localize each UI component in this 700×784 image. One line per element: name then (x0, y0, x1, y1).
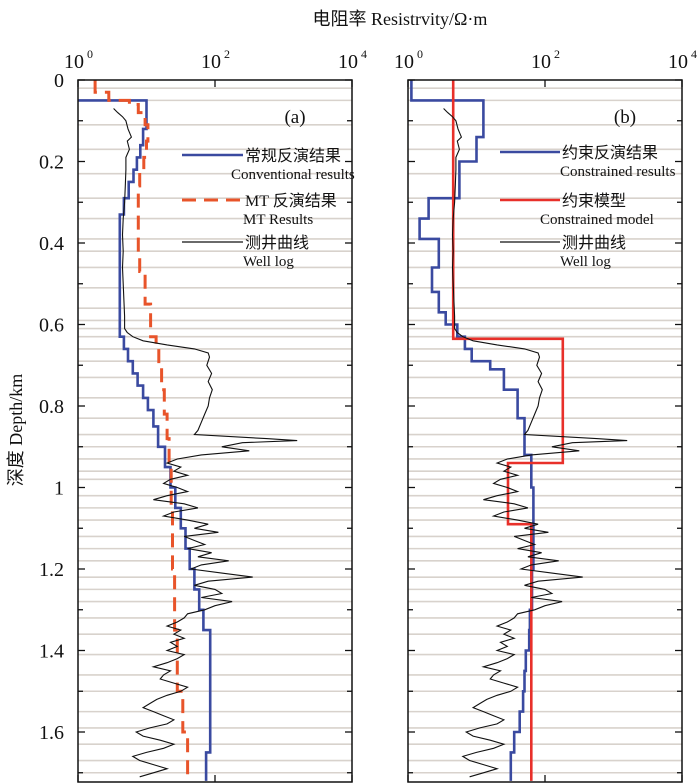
legend-label-en: Well log (243, 254, 294, 270)
legend-label-cn: 约束模型 (562, 192, 626, 210)
y-axis-title: 深度 Depth/km (6, 374, 26, 487)
y-tick-label: 0.4 (39, 233, 64, 255)
legend-label-en: Well log (560, 254, 611, 270)
legend-label-cn: 测井曲线 (245, 234, 309, 252)
y-tick-label: 1 (54, 478, 64, 500)
legend-label-en: Conventional results (231, 167, 355, 183)
series-well-log (443, 108, 628, 778)
y-tick-label: 1.4 (39, 641, 64, 663)
legend-label-cn: 测井曲线 (562, 234, 626, 252)
series-constrained-model (451, 80, 565, 781)
legend-label-cn: 约束反演结果 (562, 144, 658, 162)
series-constrained-results (410, 80, 535, 781)
x-tick-label: 10 (531, 51, 551, 73)
panel-label: (a) (284, 107, 305, 128)
x-tick-label: 10 (338, 51, 358, 73)
axes-frame (407, 79, 683, 783)
series-well-log (113, 108, 298, 778)
x-tick-exponent: 4 (691, 47, 697, 61)
legend-label-cn: MT 反演结果 (245, 192, 337, 210)
x-tick-label: 10 (201, 51, 221, 73)
x-tick-exponent: 2 (224, 47, 230, 61)
y-tick-label: 0.2 (39, 152, 64, 174)
x-axis-title: 电阻率 Resistrvity/Ω·m (313, 9, 488, 29)
x-tick-exponent: 0 (417, 47, 423, 61)
y-tick-label: 1.6 (39, 722, 64, 744)
plot-area (410, 80, 628, 781)
axes-frame (77, 79, 353, 783)
series-mt-results (93, 80, 190, 781)
x-tick-label: 10 (64, 51, 84, 73)
panel-label: (b) (614, 107, 636, 128)
x-tick-exponent: 2 (554, 47, 560, 61)
x-tick-label: 10 (668, 51, 688, 73)
series-conventional-results (78, 99, 212, 781)
legend-label-en: MT Results (243, 212, 313, 228)
legend-label-en: Constrained model (540, 212, 654, 228)
x-tick-exponent: 0 (87, 47, 93, 61)
plot-area (78, 80, 298, 781)
x-tick-label: 10 (394, 51, 414, 73)
legend-label-cn: 常规反演结果 (245, 147, 341, 165)
legend-label-en: Constrained results (560, 164, 676, 180)
x-tick-exponent: 4 (361, 47, 367, 61)
y-tick-label: 0.8 (39, 396, 64, 418)
y-tick-labels: 0 0.2 0.4 0.6 0.8 1 1.2 1.4 1.6 (39, 70, 64, 744)
y-tick-label: 0.6 (39, 315, 64, 337)
y-tick-label: 0 (54, 70, 64, 92)
y-tick-label: 1.2 (39, 559, 64, 581)
